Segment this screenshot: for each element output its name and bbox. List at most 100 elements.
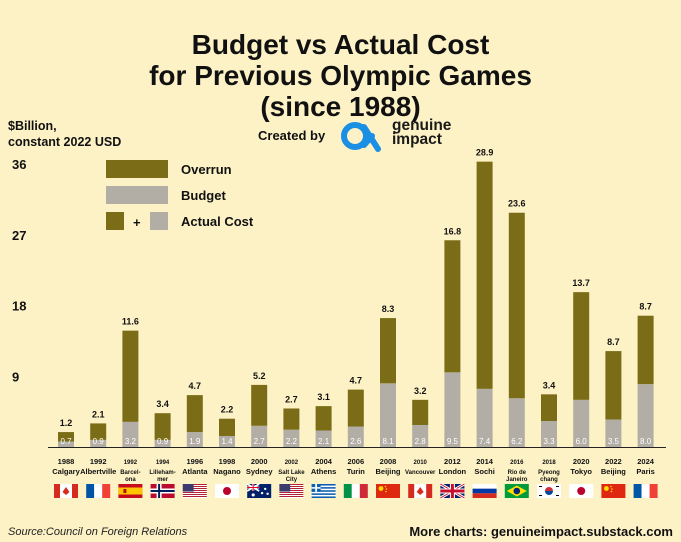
bar-overrun [283,408,300,430]
budget-value-label: 2.2 [286,437,298,446]
budget-value-label: 2.6 [350,437,362,446]
x-city-label: Janeiro [506,477,528,483]
x-year-label: 2018 [542,460,556,466]
x-city-label: Tokyo [570,467,592,476]
x-year-label: 2010 [414,460,428,466]
x-year-label: 1996 [186,457,203,466]
brazil-flag-icon [504,484,529,498]
x-year-label: 2012 [444,457,461,466]
x-year-label: 2008 [380,457,397,466]
brand-name: genuine impact [392,118,451,148]
budget-value-label: 2.1 [318,437,330,446]
bar-budget [508,398,525,447]
x-city-label: Rio de [508,470,527,476]
legend-swatch-actual-overrun [106,212,124,230]
y-axis-unit-line2: constant 2022 USD [8,135,122,149]
y-tick-label: 9 [12,369,19,384]
uk-flag-icon [439,482,466,500]
x-city-label: Athens [311,467,336,476]
legend-label-overrun: Overrun [181,162,232,177]
bar-budget [122,421,139,447]
x-year-label: 2014 [476,457,494,466]
budget-value-label: 0.7 [60,437,72,446]
overrun-value-label: 2.1 [92,409,105,419]
more-charts-link[interactable]: More charts: genuineimpact.substack.com [409,524,673,539]
x-year-label: 2016 [510,460,524,466]
bar-overrun [573,292,590,400]
budget-value-label: 8.1 [382,437,394,446]
bar-overrun [476,161,493,389]
x-year-label: 1994 [156,460,170,466]
country-flags [54,482,658,500]
france-flag-icon [633,484,658,498]
budget-value-label: 6.2 [511,437,523,446]
overrun-value-label: 2.2 [221,405,234,415]
x-year-label: 2004 [315,457,333,466]
bar-overrun [315,406,332,431]
china-flag-icon [601,484,626,498]
x-year-label: 2022 [605,457,622,466]
x-city-label: Nagano [213,467,241,476]
overrun-value-label: 16.8 [444,226,462,236]
overrun-value-label: 1.2 [60,418,73,428]
bar-budget [283,429,300,447]
bar-overrun [412,399,429,425]
legend-swatch-budget [106,186,168,204]
overrun-value-label: 23.6 [508,199,526,209]
x-year-label: 1988 [58,457,75,466]
chart-title-line3: (since 1988) [260,91,421,122]
bar-budget [605,419,622,447]
x-year-label: 1992 [90,457,107,466]
bar-overrun [637,315,654,385]
bar-budget [637,384,654,447]
x-city-label: mer [157,477,169,483]
bars: 1.2 0.7 2.1 0.9 11.6 3.2 3.4 0.9 4.7 1.9 2.2 1.4 5.2… [58,148,654,447]
x-city-label: Albertville [80,467,116,476]
budget-value-label: 0.9 [157,437,169,446]
legend-swatch-actual-budget [150,212,168,230]
bar-overrun [186,395,203,433]
y-tick-label: 27 [12,228,26,243]
budget-value-label: 9.5 [447,437,459,446]
australia-flag-icon [246,483,272,498]
x-city-label: Paris [636,467,654,476]
x-city-label: Beijing [601,467,626,476]
x-city-label: Sydney [246,467,274,476]
bar-overrun [605,351,622,420]
x-year-label: 2000 [251,457,268,466]
japan-flag-icon [569,484,594,498]
overrun-value-label: 5.2 [253,371,266,381]
budget-value-label: 3.3 [543,437,555,446]
genuine-impact-logo-icon [341,122,381,152]
overrun-value-label: 4.7 [350,376,363,386]
budget-value-label: 3.2 [125,437,137,446]
overrun-value-label: 28.9 [476,148,494,158]
x-city-label: Vancouver [405,470,436,476]
overrun-value-label: 13.7 [572,278,590,288]
bar-budget [444,372,461,447]
y-tick-label: 36 [12,157,26,172]
italy-flag-icon [343,484,368,498]
x-city-label: Barcel- [120,470,140,476]
bar-overrun [541,394,557,422]
budget-value-label: 8.0 [640,437,652,446]
source-note: Source:Council on Foreign Relations [8,526,188,538]
bar-overrun [251,384,268,426]
bar-budget [412,424,429,447]
overrun-value-label: 3.4 [156,399,169,409]
overrun-value-label: 4.7 [189,381,202,391]
bar-budget [58,441,74,447]
overrun-value-label: 11.6 [122,317,139,327]
x-city-label: Calgary [52,467,80,476]
bar-budget [251,425,268,447]
bar-overrun [380,318,396,384]
russia-flag-icon [472,484,497,498]
bar-overrun [122,330,139,422]
chart-title-line2: for Previous Olympic Games [149,60,532,91]
x-axis-labels: 1988Calgary1992Albertville1992Barcel-ona… [52,457,655,483]
x-city-label: Salt Lake [278,470,305,476]
legend: Overrun Budget + Actual Cost [106,160,254,230]
bar-budget [315,430,332,447]
bar-overrun [347,389,364,427]
